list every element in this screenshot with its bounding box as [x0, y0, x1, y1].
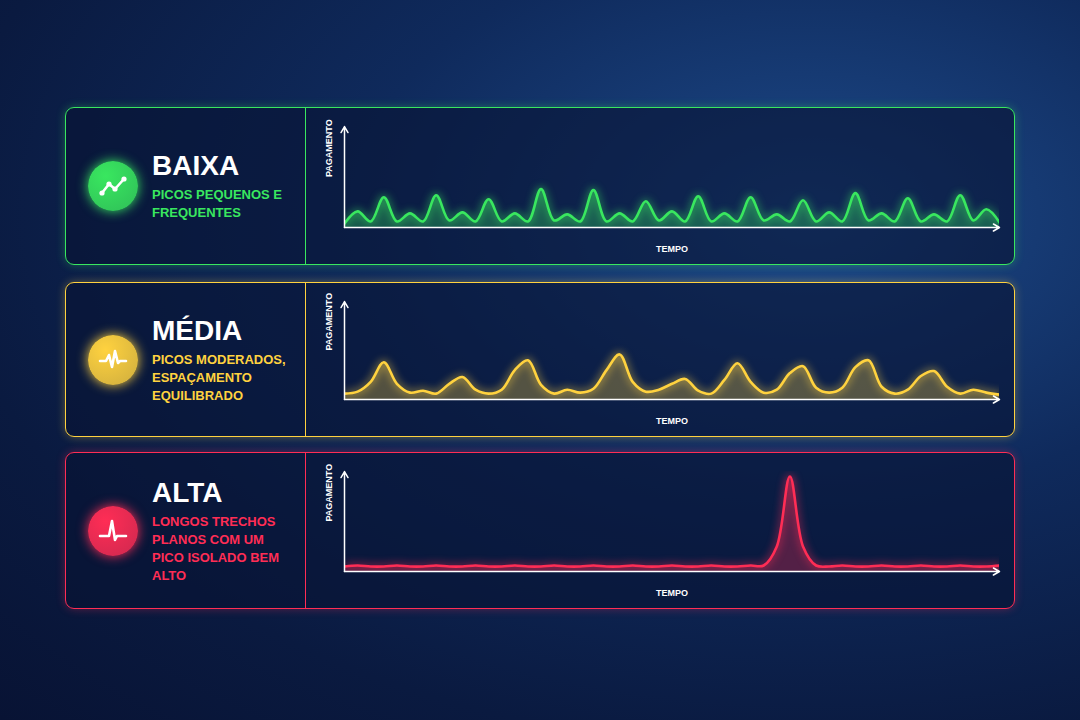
html-text:PICOS PEQUENOS E FREQUENTES: PICOS PEQUENOS E FREQUENTES — [152, 187, 282, 220]
svg-text:TEMPO: TEMPO — [656, 416, 688, 426]
html-text:BAIXA: BAIXA — [152, 150, 240, 181]
svg-text:TEMPO: TEMPO — [656, 588, 688, 598]
html-text:ALTA: ALTA — [152, 476, 223, 508]
html-text:PICOS MODERADOS, ESPAÇAMENTO E: PICOS MODERADOS, ESPAÇAMENTO EQUILIBRADO — [152, 351, 286, 403]
html-text:LONGOS TRECHOS PLANOS COM UM P: LONGOS TRECHOS PLANOS COM UM PICO ISOLAD… — [152, 513, 280, 583]
html-text:MÉDIA: MÉDIA — [152, 314, 243, 346]
svg-text:PAGAMENTO: PAGAMENTO — [324, 293, 334, 351]
svg-text:PAGAMENTO: PAGAMENTO — [324, 119, 334, 177]
svg-text:PAGAMENTO: PAGAMENTO — [324, 464, 334, 522]
svg-text:TEMPO: TEMPO — [656, 244, 688, 254]
